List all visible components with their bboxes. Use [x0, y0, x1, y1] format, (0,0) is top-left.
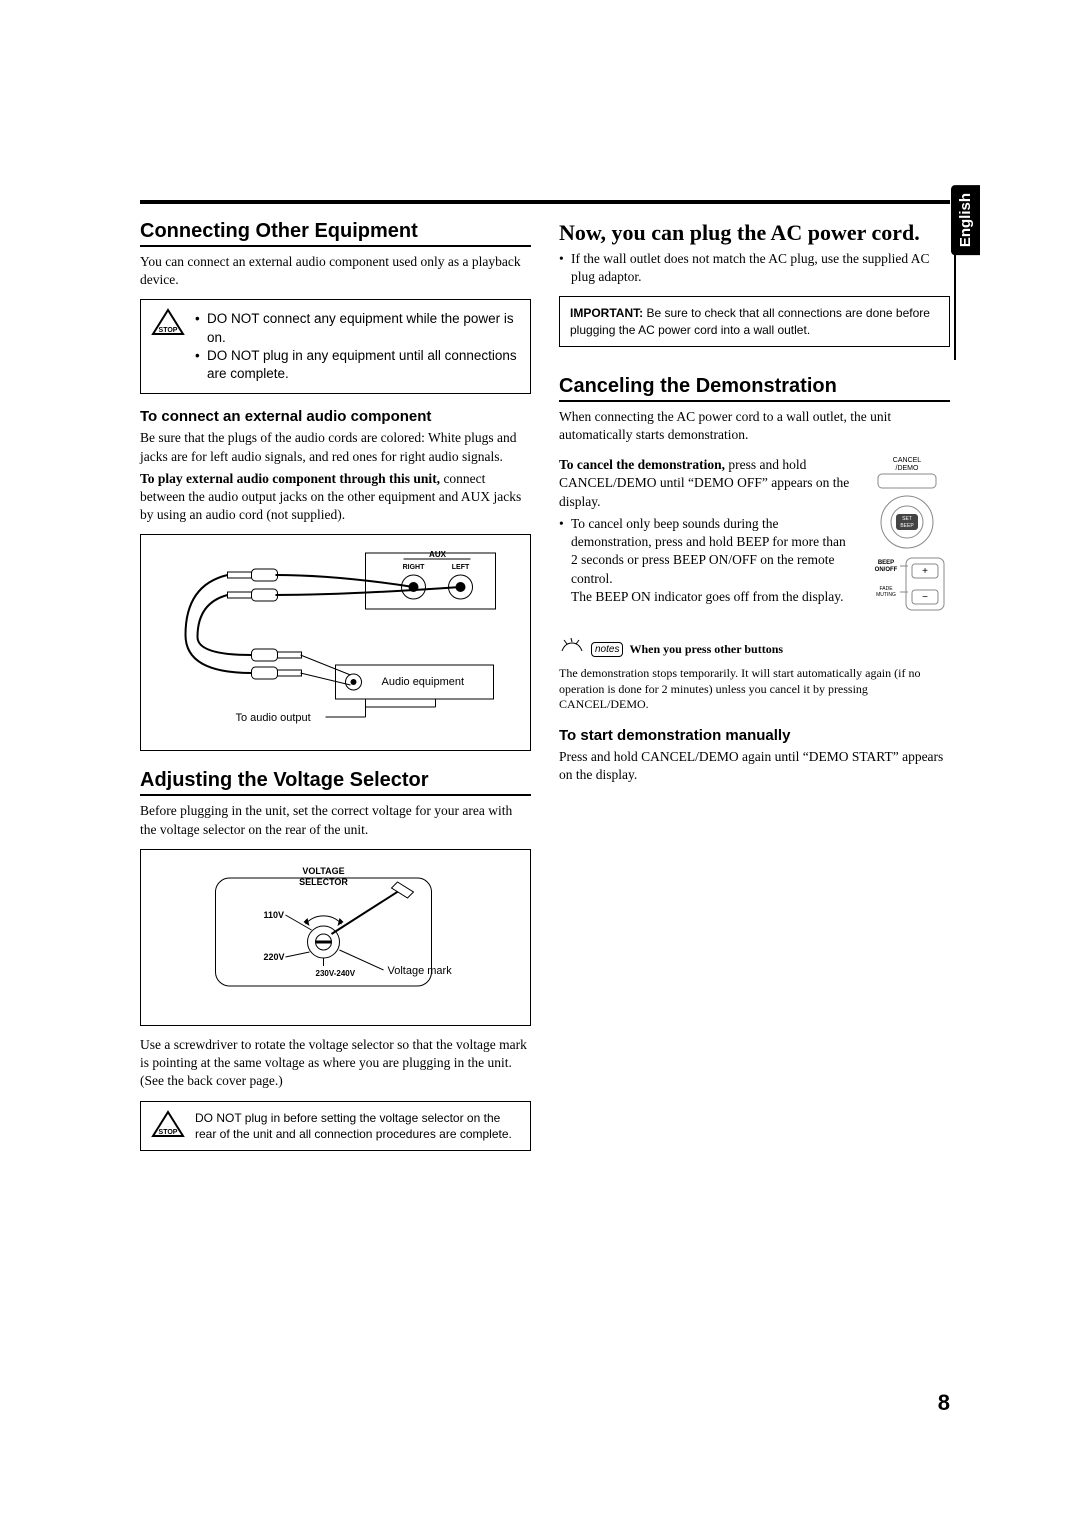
warn1-item: DO NOT connect any equipment while the p… — [195, 310, 520, 346]
heading-cancel-demo: Canceling the Demonstration — [559, 375, 950, 398]
svg-text:ON/OFF: ON/OFF — [875, 567, 898, 573]
svg-text:/DEMO: /DEMO — [896, 465, 920, 472]
para: To cancel the demonstration, press and h… — [559, 456, 854, 511]
notes-icon — [559, 637, 585, 662]
note-title: When you press other buttons — [629, 642, 783, 657]
rule — [140, 245, 531, 247]
svg-text:−: − — [922, 592, 928, 603]
svg-text:Voltage mark: Voltage mark — [388, 965, 453, 977]
bullet: To cancel only beep sounds during the de… — [559, 515, 854, 606]
heading-plug-ac: Now, you can plug the AC power cord. — [559, 220, 950, 246]
svg-text:Audio equipment: Audio equipment — [382, 676, 465, 688]
bullet: If the wall outlet does not match the AC… — [559, 250, 950, 286]
svg-text:+: + — [922, 566, 928, 577]
svg-text:110V: 110V — [264, 910, 285, 920]
warn1-item: DO NOT plug in any equipment until all c… — [195, 347, 520, 383]
svg-text:To audio output: To audio output — [236, 712, 311, 724]
svg-text:LEFT: LEFT — [452, 564, 470, 571]
right-column: Now, you can plug the AC power cord. If … — [559, 220, 950, 1161]
figure-voltage-selector: VOLTAGE SELECTOR 110V 220V 230V-240V — [140, 849, 531, 1026]
svg-text:CANCEL: CANCEL — [893, 457, 922, 464]
svg-text:MUTING: MUTING — [876, 592, 896, 598]
rule — [140, 794, 531, 796]
important-box: IMPORTANT: Be sure to check that all con… — [559, 296, 950, 346]
heading-connecting: Connecting Other Equipment — [140, 220, 531, 243]
notes-label: notes — [591, 642, 623, 657]
svg-text:220V: 220V — [264, 952, 285, 962]
edge-rule — [954, 200, 956, 360]
svg-text:SELECTOR: SELECTOR — [299, 877, 348, 887]
svg-text:BEEP: BEEP — [878, 560, 894, 566]
button-illustration: CANCEL /DEMO SET BEEP BEEP ON/OFF FADE M… — [864, 452, 950, 627]
important-label: IMPORTANT: — [570, 306, 643, 320]
para: Before plugging in the unit, set the cor… — [140, 802, 531, 838]
stop-icon: STOP — [151, 1110, 185, 1142]
note-body: The demonstration stops temporarily. It … — [559, 666, 950, 713]
left-column: Connecting Other Equipment You can conne… — [140, 220, 531, 1161]
para: When connecting the AC power cord to a w… — [559, 408, 950, 444]
lead: To cancel the demonstration, — [559, 457, 725, 472]
warn2-text: DO NOT plug in before setting the voltag… — [195, 1110, 520, 1142]
heading-voltage: Adjusting the Voltage Selector — [140, 769, 531, 792]
figure-aux-connection: AUX RIGHT LEFT Audio eq — [140, 534, 531, 751]
svg-text:VOLTAGE: VOLTAGE — [302, 866, 344, 876]
para: To play external audio component through… — [140, 470, 531, 525]
subheading-connect-external: To connect an external audio component — [140, 408, 531, 425]
svg-text:RIGHT: RIGHT — [403, 564, 426, 571]
top-rule — [140, 200, 950, 204]
svg-text:STOP: STOP — [159, 1129, 178, 1136]
note-header: notes When you press other buttons — [559, 637, 950, 662]
para: Be sure that the plugs of the audio cord… — [140, 429, 531, 465]
rule — [559, 400, 950, 402]
subheading-start-demo: To start demonstration manually — [559, 727, 950, 744]
page-number: 8 — [938, 1390, 950, 1416]
stop-icon: STOP — [151, 308, 185, 340]
warning-box-1: STOP DO NOT connect any equipment while … — [140, 299, 531, 394]
svg-text:AUX: AUX — [429, 550, 447, 559]
para: Use a screwdriver to rotate the voltage … — [140, 1036, 531, 1091]
lead: To play external audio component through… — [140, 471, 440, 486]
para: Press and hold CANCEL/DEMO again until “… — [559, 748, 950, 784]
intro-text: You can connect an external audio compon… — [140, 253, 531, 289]
svg-text:SET: SET — [902, 516, 912, 522]
svg-text:BEEP: BEEP — [900, 523, 914, 529]
svg-text:STOP: STOP — [159, 327, 178, 334]
warning-box-2: STOP DO NOT plug in before setting the v… — [140, 1101, 531, 1151]
svg-text:230V-240V: 230V-240V — [316, 969, 356, 978]
